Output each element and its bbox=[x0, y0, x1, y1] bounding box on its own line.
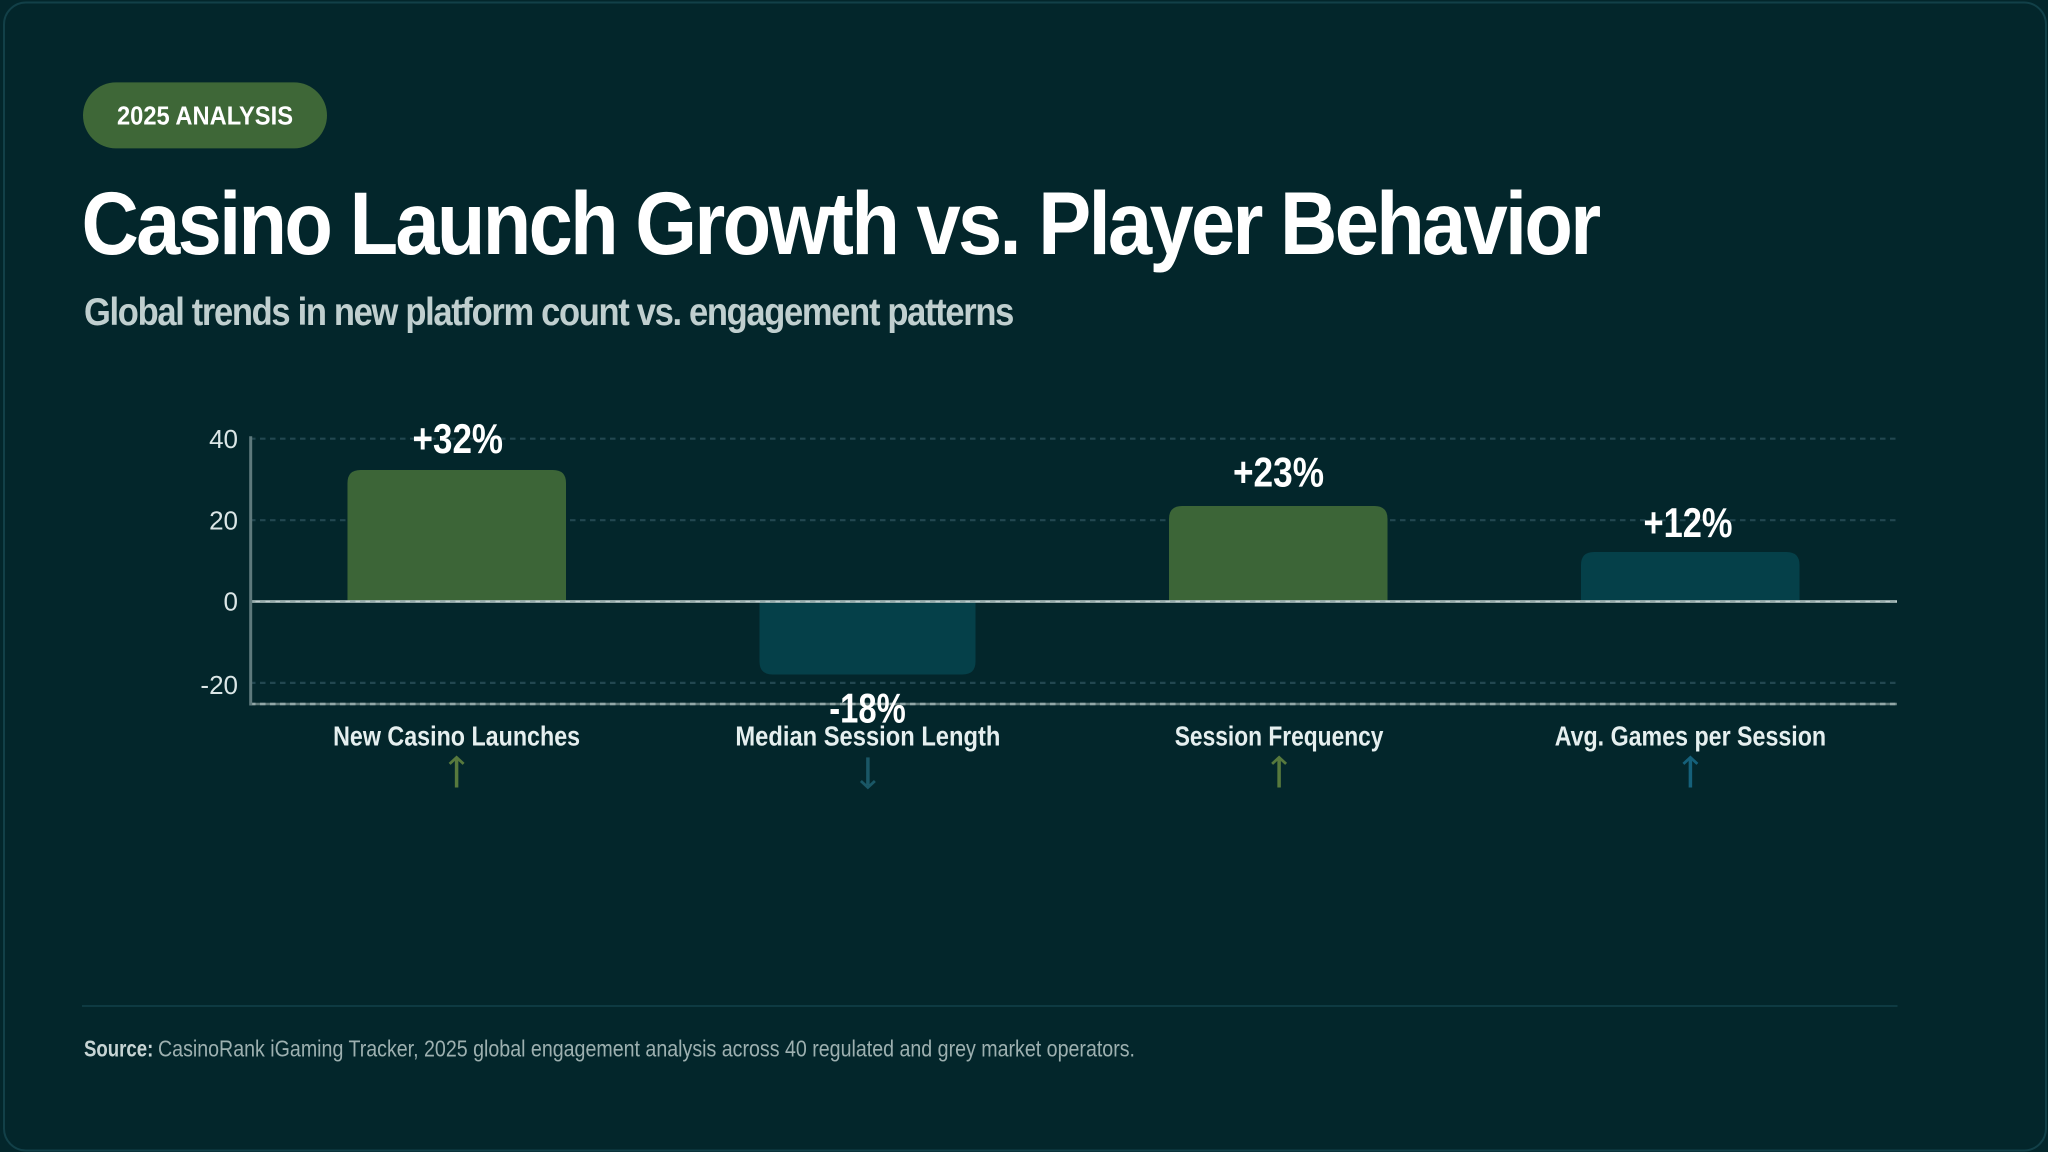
svg-text:+23%: +23% bbox=[1233, 449, 1324, 496]
svg-text:Source:: Source: bbox=[84, 1035, 153, 1061]
svg-text:+12%: +12% bbox=[1644, 499, 1733, 546]
svg-text:Avg. Games per Session: Avg. Games per Session bbox=[1555, 720, 1826, 751]
svg-text:2025 ANALYSIS: 2025 ANALYSIS bbox=[117, 103, 293, 131]
svg-text:CasinoRank iGaming Tracker, 20: CasinoRank iGaming Tracker, 2025 global … bbox=[158, 1035, 1135, 1061]
svg-text:40: 40 bbox=[209, 424, 238, 454]
svg-text:0: 0 bbox=[224, 587, 238, 617]
svg-text:20: 20 bbox=[209, 506, 238, 536]
svg-text:New Casino Launches: New Casino Launches bbox=[333, 720, 580, 751]
svg-text:Global trends in new platform: Global trends in new platform count vs. … bbox=[84, 291, 1014, 334]
svg-text:Median Session Length: Median Session Length bbox=[735, 720, 1000, 751]
svg-text:-20: -20 bbox=[200, 670, 238, 700]
svg-text:Session Frequency: Session Frequency bbox=[1175, 720, 1384, 751]
svg-text:-18%: -18% bbox=[829, 684, 906, 731]
svg-text:+32%: +32% bbox=[413, 415, 504, 462]
svg-text:Casino Launch Growth vs. Playe: Casino Launch Growth vs. Player Behavior bbox=[82, 173, 1601, 273]
